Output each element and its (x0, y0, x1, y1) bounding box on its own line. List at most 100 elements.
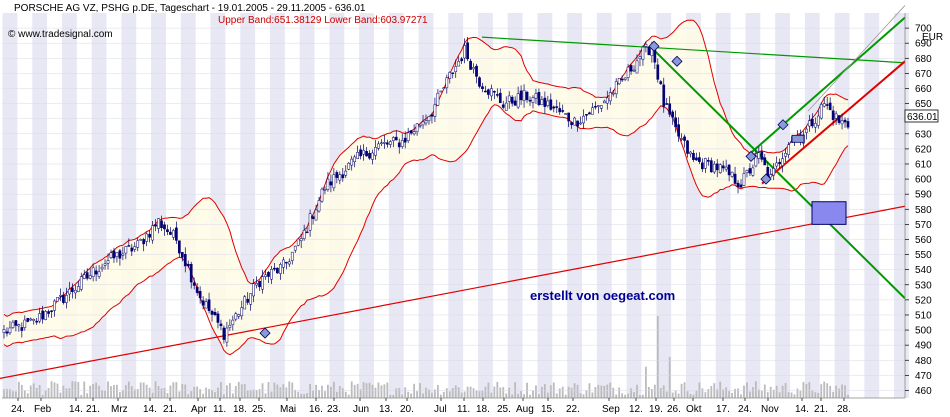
candle-body (442, 87, 446, 89)
candle-body (68, 288, 71, 295)
volume-bar (594, 387, 597, 398)
candle-body (121, 253, 125, 256)
currency-label: EUR (922, 32, 943, 43)
candle-body (73, 290, 77, 294)
volume-bar (416, 391, 418, 398)
date-tick-label: 26. (667, 404, 681, 415)
week-stripe (91, 13, 107, 398)
volume-bar (374, 387, 377, 398)
volume-bar (627, 393, 629, 398)
volume-bar (175, 382, 178, 398)
volume-bar (217, 387, 219, 398)
volume-bar (202, 393, 205, 398)
volume-bar (68, 388, 71, 398)
candle-body (552, 106, 556, 109)
candle-body (715, 163, 719, 171)
candle-body (674, 117, 677, 128)
volume-bar (431, 392, 433, 398)
price-tick-label: 530 (915, 280, 932, 291)
date-tick-label: 21. (814, 404, 828, 415)
volume-bar (689, 393, 692, 398)
volume-bar (383, 384, 386, 398)
date-tick-label: 13. (379, 404, 393, 415)
date-tick-label: 11. (457, 404, 470, 415)
volume-bar (255, 389, 258, 398)
chart-title: PORSCHE AG VZ, PSHG p.DE, Tageschart - 1… (14, 3, 366, 14)
volume-bar (624, 394, 627, 398)
target-box (811, 201, 847, 225)
price-tick-label: 650 (915, 99, 932, 110)
volume-bar (252, 389, 255, 398)
volume-bar (692, 394, 695, 398)
price-tick-label: 540 (915, 265, 932, 276)
volume-bar (297, 391, 300, 398)
candle-body (76, 286, 80, 292)
candle-body (270, 269, 273, 280)
candle-body (439, 90, 443, 93)
volume-bar (104, 390, 106, 398)
date-tick-label: 15. (541, 404, 555, 415)
week-stripe (775, 13, 791, 398)
candle-body (730, 171, 734, 177)
candle-body (365, 151, 368, 157)
candle-body (403, 137, 407, 143)
candle-body (23, 319, 27, 328)
candle-body (668, 103, 672, 115)
candle-body (177, 240, 181, 254)
price-tick-label: 630 (915, 129, 932, 140)
candle-body (493, 90, 496, 93)
candle-body (665, 103, 669, 105)
volume-bar (193, 386, 196, 398)
date-tick-label: 21. (86, 404, 100, 415)
volume-bar (535, 385, 537, 398)
trendline-4 (751, 16, 906, 153)
candle-body (519, 90, 523, 101)
volume-bar (505, 393, 508, 398)
trendline-5 (761, 60, 906, 185)
candle-body (204, 301, 208, 309)
candle-body (127, 245, 131, 247)
volume-bar (270, 391, 273, 398)
candle-body (828, 102, 832, 111)
candle-body (585, 114, 588, 116)
week-stripe (151, 13, 166, 398)
candle-body (775, 162, 779, 167)
candle-body (576, 120, 579, 127)
volume-bar (9, 389, 11, 398)
candle-body (507, 95, 511, 102)
candle-body (567, 112, 570, 122)
volume-bar (683, 382, 686, 398)
candle-body (133, 246, 137, 250)
candle-body (698, 157, 701, 162)
volume-bar (29, 385, 32, 398)
volume-bar (160, 388, 163, 398)
volume-bar (606, 384, 609, 398)
candle-body (142, 239, 146, 245)
candle-body (421, 121, 425, 126)
volume-bar (496, 381, 499, 398)
volume-bar (799, 390, 802, 398)
candle-body (484, 90, 487, 93)
candle-body (513, 100, 517, 106)
volume-bar (220, 382, 222, 398)
candle-body (91, 267, 95, 277)
volume-bar (282, 384, 285, 398)
volume-bar (434, 389, 436, 398)
volume-bar (817, 392, 820, 398)
candle-body (29, 318, 33, 321)
volume-bar (258, 389, 261, 398)
candle-body (189, 263, 193, 283)
volume-bar (787, 392, 790, 398)
candle-body (469, 60, 472, 70)
volume-bar (847, 394, 849, 398)
volume-bar (264, 393, 267, 398)
volume-bar (502, 387, 505, 398)
candle-body (671, 111, 675, 118)
date-tick-label: 17. (716, 404, 730, 415)
candle-body (504, 102, 508, 111)
volume-bar (493, 386, 496, 398)
candle-body (662, 84, 666, 107)
candle-body (591, 107, 594, 115)
candle-body (769, 174, 773, 178)
volume-bar (549, 385, 552, 398)
